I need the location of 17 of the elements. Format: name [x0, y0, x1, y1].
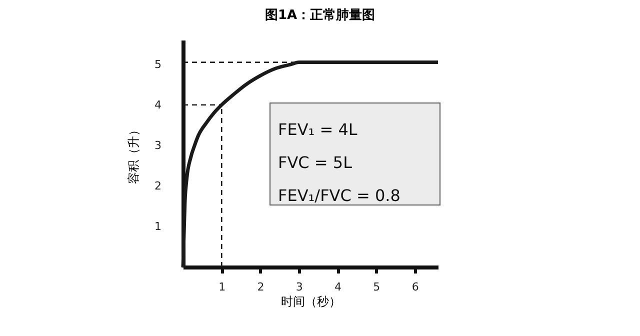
y-tick-label: 3: [154, 138, 162, 152]
x-tick-label: 5: [373, 280, 380, 294]
x-tick-label: 3: [296, 280, 303, 294]
x-tick-label: 4: [334, 280, 342, 294]
y-tick-label: 4: [154, 98, 162, 112]
y-axis-title: 容积（升）: [126, 124, 140, 184]
annotation: FVC = 5L: [278, 153, 352, 172]
y-tick-label: 1: [154, 220, 162, 233]
x-tick-label: 2: [257, 280, 264, 294]
annotation: FEV₁/FVC = 0.8: [278, 186, 400, 205]
x-axis-title: 时间（秒）: [281, 294, 341, 308]
y-tick-label: 5: [154, 58, 162, 71]
chart-title: 图1A：正常肺量图: [264, 8, 376, 23]
annotation: FEV₁ = 4L: [278, 120, 358, 139]
x-tick-label: 6: [412, 280, 419, 294]
y-tick-label: 2: [154, 179, 162, 192]
x-tick-label: 1: [218, 280, 226, 294]
